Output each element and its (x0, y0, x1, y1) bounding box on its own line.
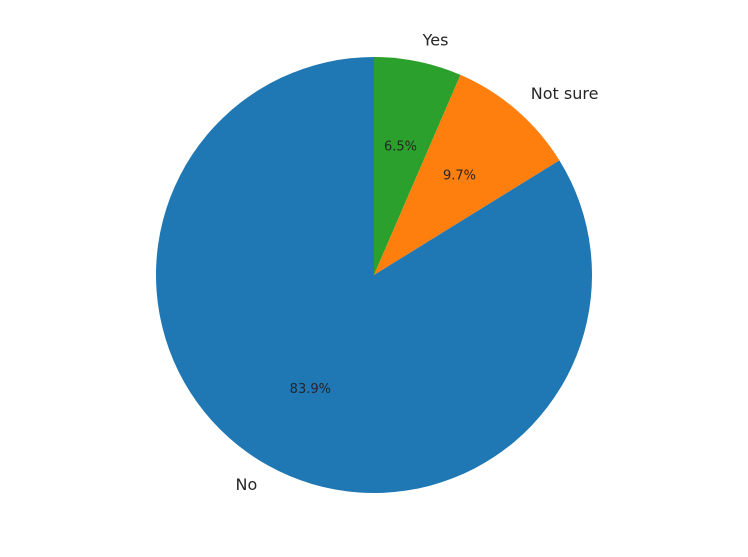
pie-slice-yes (374, 57, 461, 275)
pie-label-not-sure: Not sure (531, 84, 599, 103)
pie-label-no: No (235, 475, 257, 494)
pie-pct-yes: 6.5% (384, 139, 417, 154)
pie-label-yes: Yes (422, 31, 449, 50)
pie-pct-not-sure: 9.7% (443, 169, 476, 184)
pie-labels: Yes 6.5% Not sure 9.7% No 83.9% (235, 31, 598, 494)
pie-slice-no (156, 57, 593, 493)
pie-pct-no: 83.9% (290, 382, 331, 397)
pie-slices (156, 57, 593, 493)
pie-slice-not-sure (374, 74, 560, 275)
